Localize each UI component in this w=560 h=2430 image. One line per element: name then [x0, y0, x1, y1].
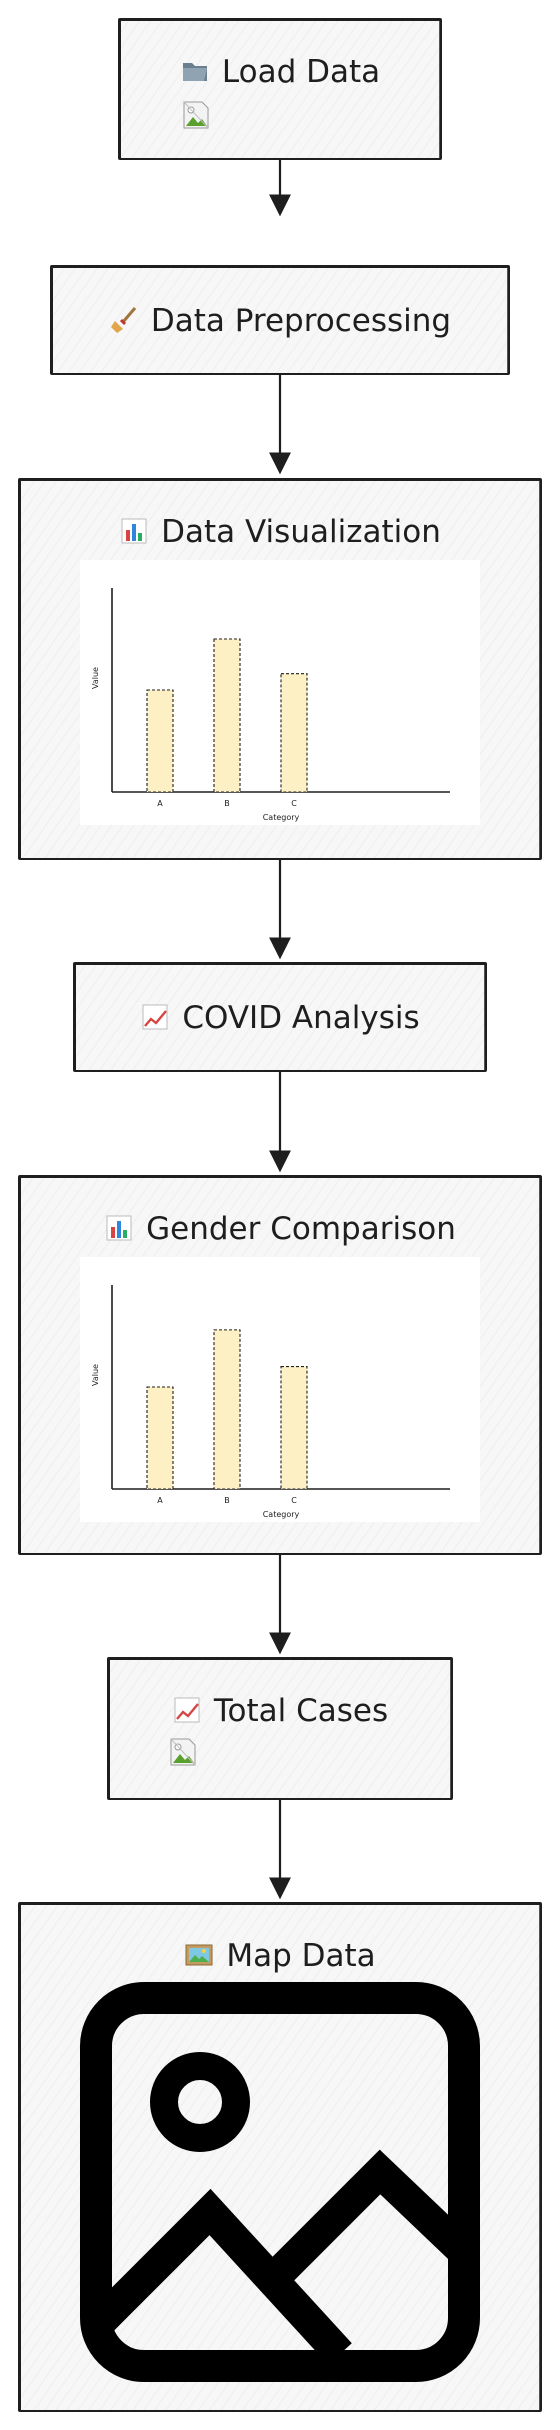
y-axis-label: Value [91, 667, 100, 689]
y-axis-label: Value [91, 1364, 100, 1386]
node-total-cases[interactable]: Total Cases [107, 1657, 453, 1800]
bar-B [213, 638, 241, 793]
bar-chart-icon [121, 518, 147, 544]
x-axis-label: Category [263, 813, 300, 822]
node-gender-comparison[interactable]: Gender Comparison A B C Category Value [18, 1175, 542, 1555]
node-load-data[interactable]: Load Data [118, 18, 442, 160]
node-data-preprocessing[interactable]: Data Preprocessing [50, 265, 510, 375]
node-map-data[interactable]: Map Data [18, 1902, 542, 2412]
broken-image-icon [183, 101, 209, 129]
node-title-data-preprocessing: Data Preprocessing [52, 303, 508, 339]
framed-picture-icon [185, 1944, 213, 1966]
bar-B [213, 1329, 241, 1490]
x-tick-label-C: C [291, 799, 297, 808]
image-placeholder-icon [80, 1982, 480, 2382]
node-title-gender-comparison: Gender Comparison [20, 1211, 540, 1247]
node-covid-analysis[interactable]: COVID Analysis [73, 962, 487, 1072]
node-title-data-visualization: Data Visualization [20, 514, 540, 550]
bar-C [280, 673, 308, 793]
bar-A [146, 689, 174, 793]
node-data-visualization[interactable]: Data Visualization A B C Category Value [18, 478, 542, 860]
node-title-map-data: Map Data [20, 1938, 540, 1974]
folder-icon [182, 63, 207, 81]
bar-chart-visualization: A B C Category Value [91, 588, 450, 822]
broom-icon [110, 307, 137, 333]
node-title-covid-analysis: COVID Analysis [75, 1000, 485, 1036]
bar-A [146, 1386, 174, 1490]
broken-image-icon [170, 1738, 196, 1766]
chart-area-visualization: A B C Category Value [80, 560, 480, 825]
x-tick-label-A: A [157, 799, 163, 808]
node-title-total-cases: Total Cases [109, 1693, 451, 1729]
bar-chart-gender-comparison: A B C Category Value [91, 1285, 450, 1519]
x-tick-label-B: B [224, 799, 230, 808]
node-title-load-data: Load Data [120, 54, 440, 90]
x-tick-label-C: C [291, 1496, 297, 1505]
chart-increasing-icon [174, 1697, 200, 1723]
x-tick-label-A: A [157, 1496, 163, 1505]
bar-C [280, 1366, 308, 1490]
x-tick-label-B: B [224, 1496, 230, 1505]
chart-area-gender-comparison: A B C Category Value [80, 1257, 480, 1522]
x-axis-label: Category [263, 1510, 300, 1519]
chart-increasing-icon [142, 1004, 168, 1030]
bar-chart-icon [106, 1215, 132, 1241]
